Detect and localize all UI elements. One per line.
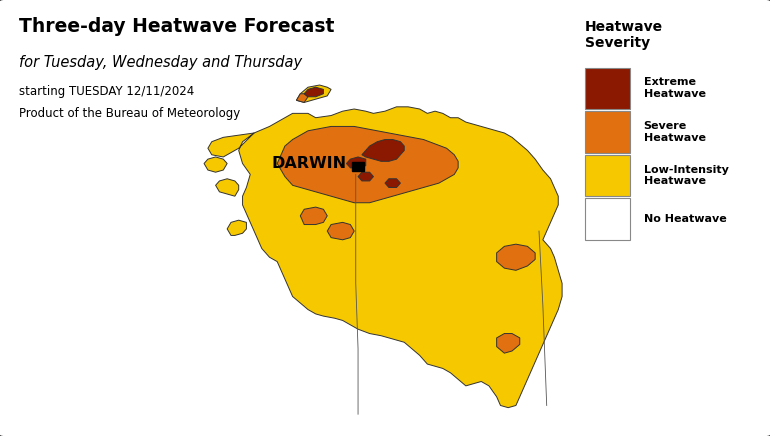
Polygon shape [216, 179, 239, 196]
Polygon shape [296, 85, 331, 102]
Text: Heatwave
Severity: Heatwave Severity [585, 20, 663, 50]
Polygon shape [385, 179, 400, 187]
Text: for Tuesday, Wednesday and Thursday: for Tuesday, Wednesday and Thursday [19, 54, 303, 69]
Polygon shape [362, 140, 404, 161]
Polygon shape [300, 207, 327, 225]
Text: Product of the Bureau of Meteorology: Product of the Bureau of Meteorology [19, 107, 240, 120]
Bar [585, 198, 630, 240]
Text: DARWIN: DARWIN [271, 156, 346, 171]
Polygon shape [358, 172, 373, 181]
Bar [352, 162, 364, 171]
Polygon shape [497, 334, 520, 353]
Text: starting TUESDAY 12/11/2024: starting TUESDAY 12/11/2024 [19, 85, 195, 98]
Text: Severe
Heatwave: Severe Heatwave [644, 121, 706, 143]
Polygon shape [204, 157, 227, 172]
Text: Extreme
Heatwave: Extreme Heatwave [644, 78, 706, 99]
Polygon shape [227, 220, 246, 235]
Polygon shape [304, 87, 323, 97]
Polygon shape [497, 244, 535, 270]
Bar [585, 111, 630, 153]
Text: Three-day Heatwave Forecast: Three-day Heatwave Forecast [19, 17, 335, 37]
Polygon shape [327, 222, 354, 240]
Polygon shape [277, 126, 458, 203]
Bar [585, 155, 630, 196]
Polygon shape [296, 94, 308, 102]
Bar [585, 68, 630, 109]
Text: Low-Intensity
Heatwave: Low-Intensity Heatwave [644, 165, 728, 186]
Polygon shape [208, 107, 562, 408]
Polygon shape [346, 157, 366, 168]
Text: No Heatwave: No Heatwave [644, 214, 726, 224]
